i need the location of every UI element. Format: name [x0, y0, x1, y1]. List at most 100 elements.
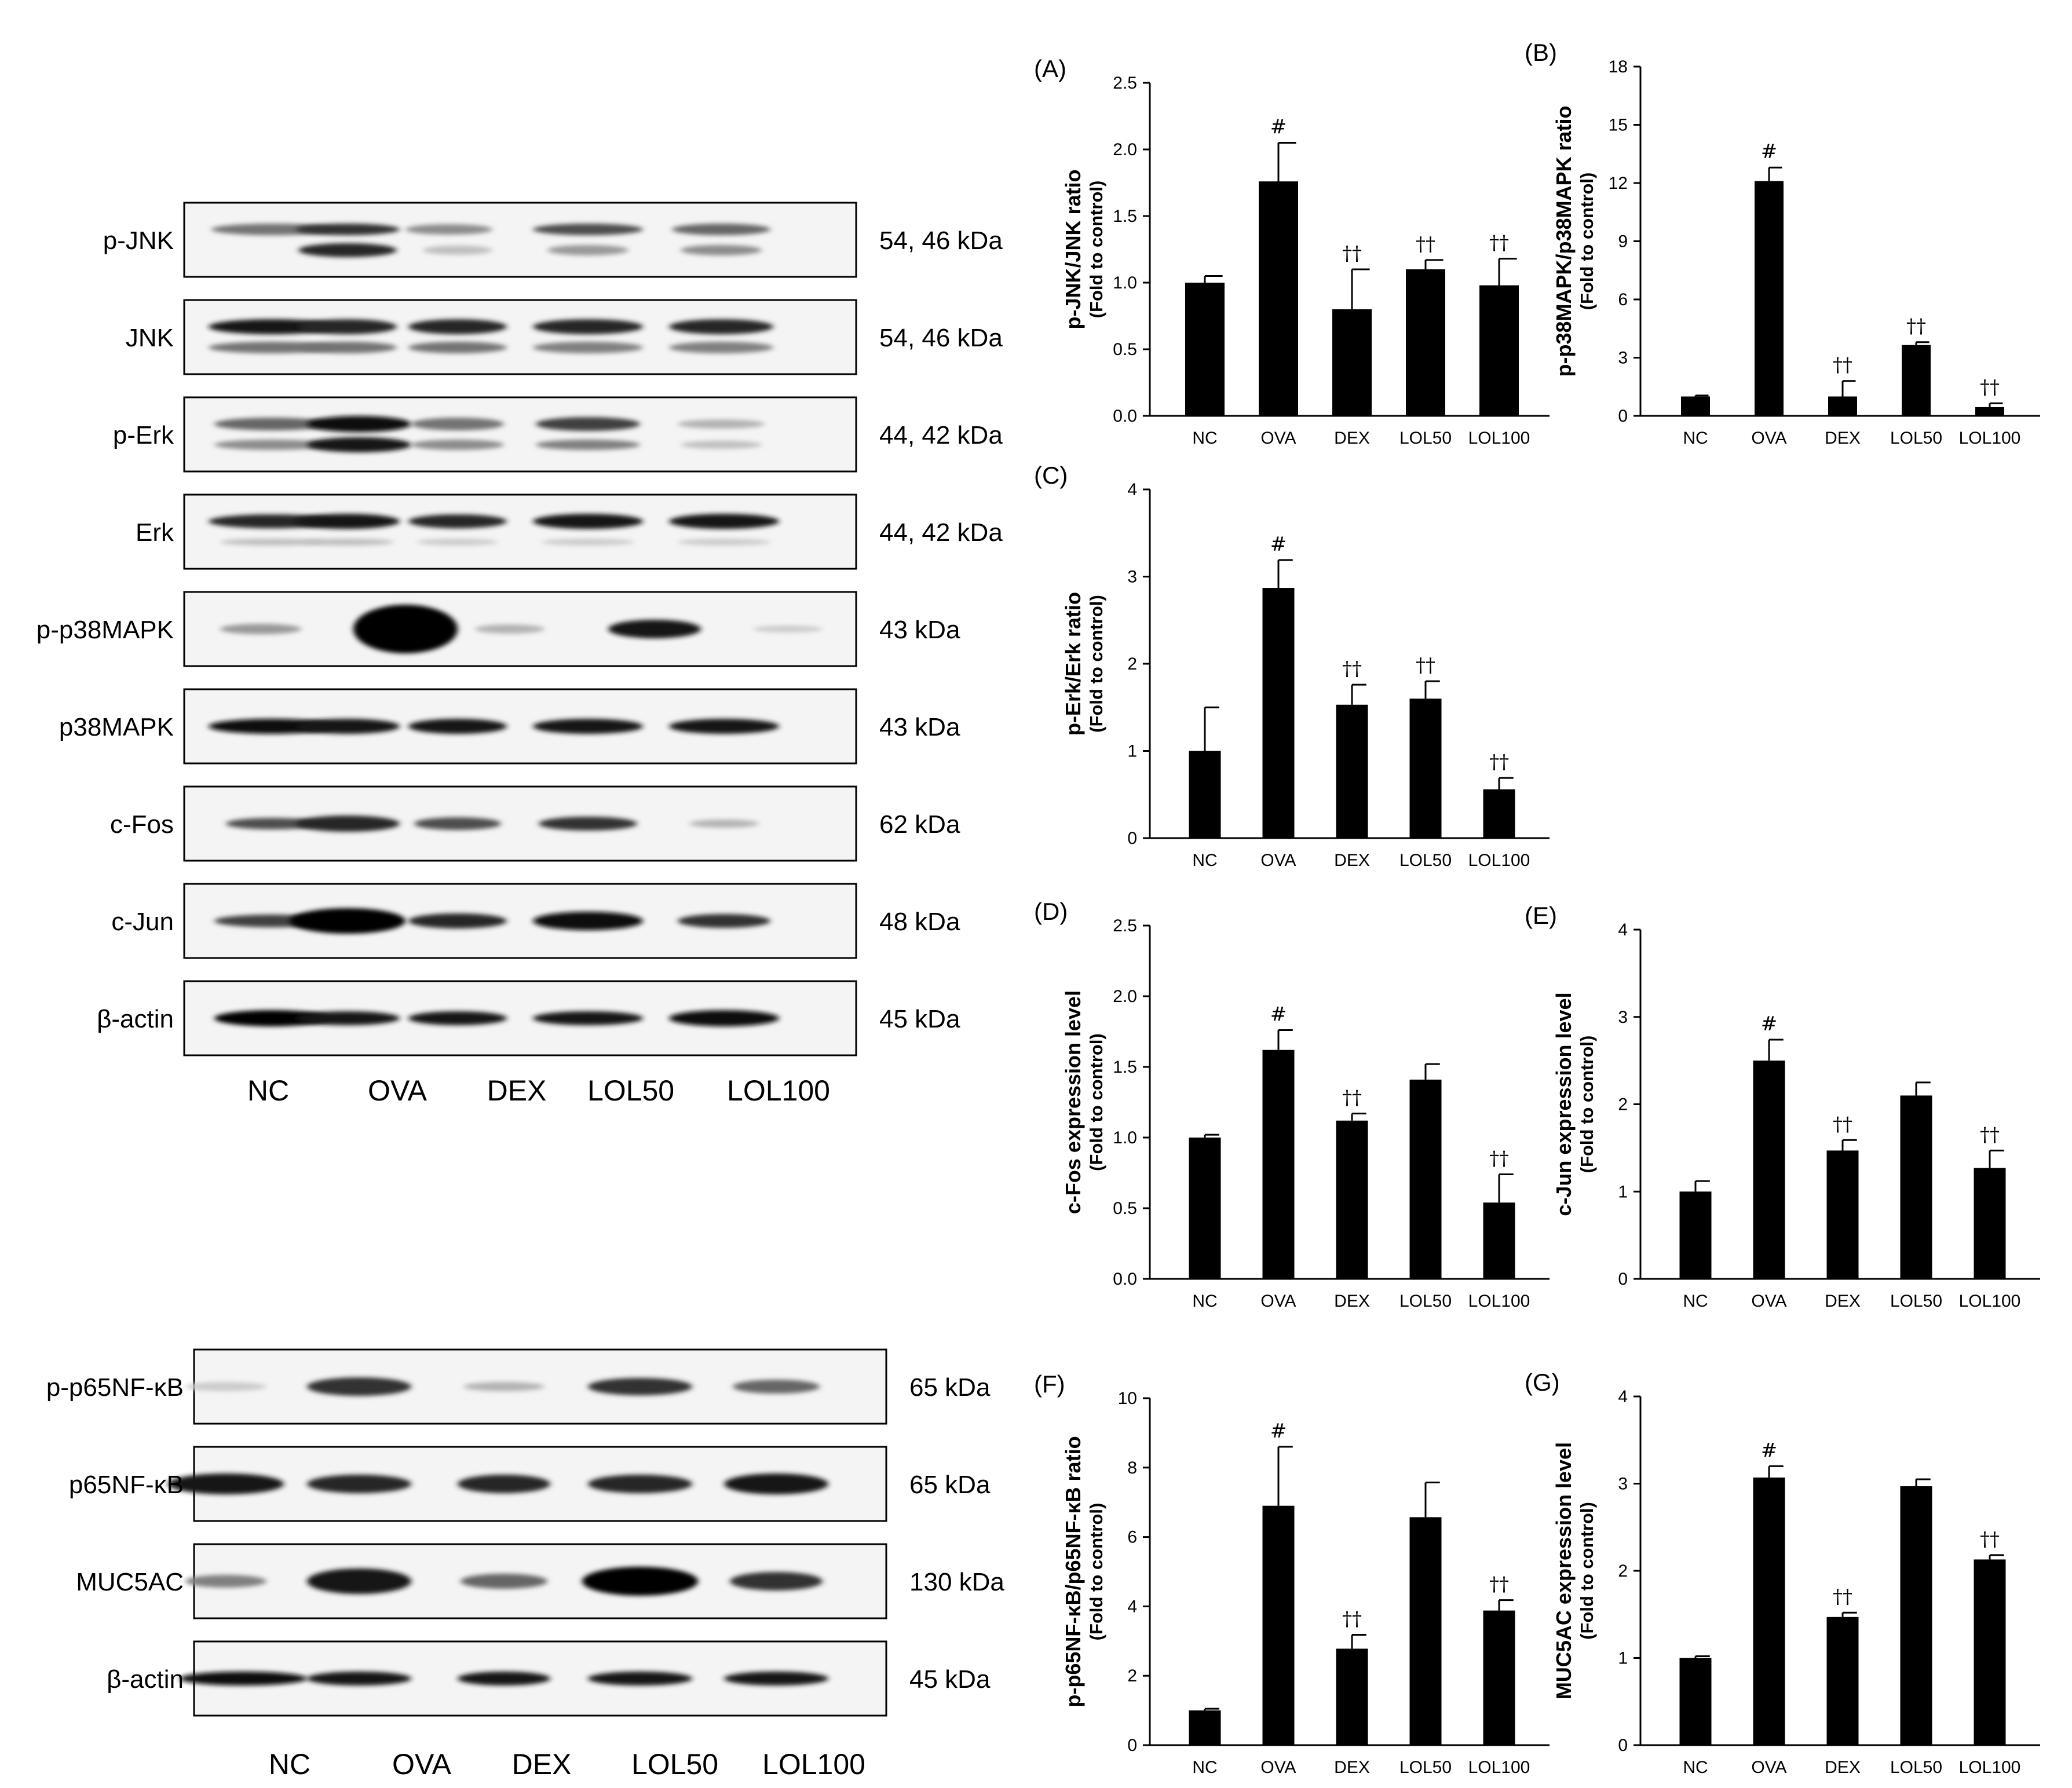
y-axis-sublabel: (Fold to control) — [1086, 595, 1106, 733]
y-tick-label: 1 — [1618, 1182, 1628, 1201]
significance-mark: †† — [1342, 1087, 1362, 1110]
blot-row: p-JNK 54, 46 kDa — [103, 202, 1003, 278]
x-tick-label: LOL100 — [1468, 1758, 1530, 1777]
significance-mark: †† — [1906, 315, 1926, 338]
x-tick-label: LOL50 — [1399, 1292, 1452, 1311]
lane-label: OVA — [368, 1074, 427, 1107]
y-tick-label: 0 — [1618, 1270, 1628, 1289]
significance-mark: †† — [1342, 242, 1362, 265]
blot-row: Erk 44, 42 kDa — [136, 493, 1003, 570]
x-tick-label: OVA — [1260, 1292, 1296, 1311]
bar — [1336, 1120, 1368, 1279]
y-tick-label: 2 — [1618, 1095, 1628, 1114]
y-tick-label: 8 — [1127, 1458, 1137, 1478]
blot-row: β-actin 45 kDa — [107, 1640, 991, 1717]
bar — [1483, 1202, 1515, 1279]
y-tick-label: 0 — [1127, 1736, 1137, 1755]
band — [307, 1568, 411, 1594]
y-tick-label: 0.5 — [1113, 1199, 1137, 1218]
bar — [1974, 1559, 2006, 1745]
blot-row: MUC5AC 130 kDa — [76, 1543, 1004, 1619]
bar — [1828, 396, 1857, 416]
band — [724, 1473, 828, 1494]
x-tick-label: LOL100 — [1468, 851, 1530, 870]
band — [672, 224, 770, 236]
y-tick-label: 0.0 — [1113, 1270, 1137, 1289]
y-axis-label: c-Fos expression level — [1061, 990, 1085, 1214]
x-tick-label: DEX — [1334, 429, 1370, 448]
band — [295, 1011, 400, 1025]
bar — [1753, 1477, 1785, 1745]
chart-c: (C) 0 1 2 3 4 p-Erk/Erk ratio (Fold to control)… — [1034, 462, 1550, 870]
blot-row: p38MAPK 43 kDa — [59, 688, 960, 765]
x-tick-label: NC — [1192, 1292, 1217, 1311]
blot-row: c-Fos 62 kDa — [110, 785, 960, 862]
band — [539, 817, 637, 831]
band — [533, 514, 643, 529]
x-tick-label: LOL100 — [1468, 429, 1530, 448]
blot-row: p65NF-κB 65 kDa — [69, 1446, 991, 1522]
x-tick-label: DEX — [1334, 851, 1370, 870]
panel-label: (B) — [1525, 39, 1557, 66]
size-label: 130 kDa — [909, 1568, 1004, 1596]
bar — [1900, 1095, 1932, 1279]
blot-panel — [183, 299, 857, 375]
protein-label: p-JNK — [103, 226, 174, 255]
band — [405, 224, 492, 235]
band — [423, 245, 492, 255]
x-tick-label: OVA — [1260, 851, 1296, 870]
band — [214, 1010, 330, 1026]
band — [536, 439, 640, 450]
blot-panel — [183, 493, 857, 570]
band — [353, 605, 458, 653]
band — [408, 719, 507, 734]
significance-mark: †† — [1833, 1113, 1852, 1136]
band — [307, 1377, 411, 1396]
x-tick-label: DEX — [1825, 429, 1861, 448]
size-label: 65 kDa — [909, 1471, 991, 1499]
band — [411, 418, 504, 431]
size-label: 54, 46 kDa — [879, 226, 1003, 255]
band — [458, 1672, 550, 1685]
significance-mark: †† — [1980, 376, 2000, 399]
x-tick-label: NC — [1192, 1758, 1217, 1777]
bar — [1409, 699, 1442, 838]
y-tick-label: 0.5 — [1113, 340, 1137, 359]
protein-label: MUC5AC — [76, 1568, 184, 1596]
lane-label: LOL50 — [631, 1748, 718, 1780]
x-tick-label: DEX — [1825, 1758, 1861, 1777]
y-tick-label: 4 — [1127, 1597, 1137, 1616]
y-axis-label: p-p38MAPK/p38MAPK ratio — [1552, 105, 1576, 376]
y-axis-sublabel: (Fold to control) — [1086, 1033, 1106, 1171]
band — [533, 319, 643, 335]
panel-label: (F) — [1034, 1370, 1065, 1398]
protein-label: c-Jun — [111, 908, 174, 936]
y-axis-sublabel: (Fold to control) — [1577, 1036, 1597, 1173]
protein-label: p65NF-κB — [69, 1471, 184, 1499]
band — [689, 820, 759, 828]
band — [295, 224, 400, 236]
band — [582, 1567, 698, 1596]
band — [298, 341, 397, 353]
size-label: 43 kDa — [879, 713, 960, 741]
y-axis-sublabel: (Fold to control) — [1577, 173, 1597, 310]
y-tick-label: 0 — [1618, 1736, 1628, 1755]
bar — [1900, 1486, 1932, 1745]
band — [669, 1010, 779, 1026]
band — [678, 538, 770, 546]
significance-mark: # — [1270, 1003, 1287, 1026]
significance-mark: †† — [1342, 1608, 1362, 1631]
chart-f: (F) 0 2 4 6 8 10 p-p65NF-κB/p65NF-κB ratio (Fold… — [1034, 1370, 1550, 1777]
band — [533, 224, 643, 236]
size-label: 65 kDa — [909, 1373, 991, 1402]
significance-mark: †† — [1416, 233, 1435, 256]
band — [295, 514, 400, 529]
y-axis-sublabel: (Fold to control) — [1086, 181, 1106, 319]
chart-e: (E) 0 1 2 3 4 c-Jun expression level (Fold to c… — [1525, 902, 2040, 1311]
band — [547, 244, 628, 255]
significance-mark: # — [1761, 140, 1778, 163]
x-tick-label: LOL50 — [1890, 1758, 1942, 1777]
protein-label: p-p38MAPK — [36, 616, 174, 644]
y-tick-label: 18 — [1609, 57, 1628, 76]
y-axis-label: p-p65NF-κB/p65NF-κB ratio — [1061, 1436, 1085, 1707]
